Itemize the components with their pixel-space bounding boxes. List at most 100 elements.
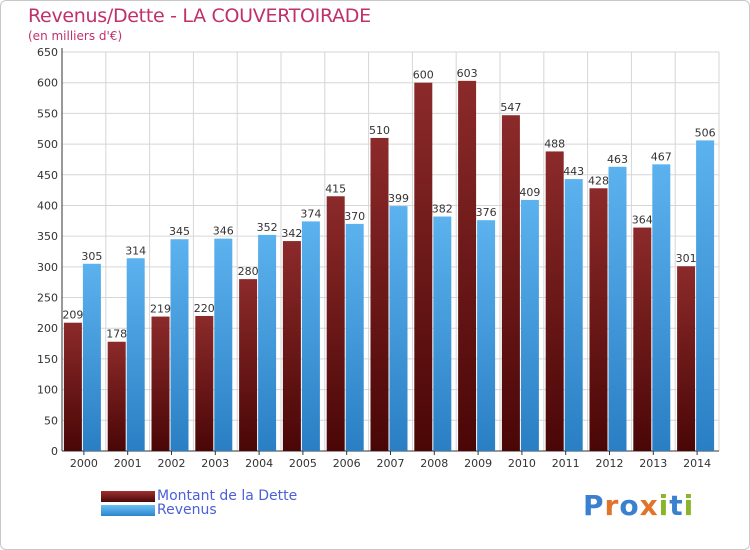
bar-revenus: [126, 258, 145, 451]
data-label-dette: 301: [676, 252, 697, 265]
data-label-dette: 280: [238, 265, 259, 278]
bar-revenus: [477, 220, 496, 451]
data-label-dette: 415: [325, 182, 346, 195]
data-label-revenus: 374: [300, 207, 321, 220]
bar-revenus: [170, 239, 189, 451]
x-tick-label: 2013: [639, 457, 667, 470]
bar-dette: [151, 316, 170, 451]
bar-dette: [501, 115, 520, 452]
data-label-revenus: 370: [344, 210, 365, 223]
proxiti-logo: Proxiti: [583, 489, 694, 522]
legend-swatch-revenus: [101, 504, 155, 516]
x-tick-label: 2014: [683, 457, 711, 470]
bar-revenus: [214, 238, 233, 451]
bar-dette: [239, 279, 258, 451]
y-tick-label: 350: [37, 230, 58, 243]
x-tick-label: 2008: [420, 457, 448, 470]
data-label-dette: 219: [150, 303, 171, 316]
bar-dette: [63, 322, 82, 451]
logo-letter: P: [583, 489, 605, 522]
data-label-revenus: 352: [257, 221, 278, 234]
x-tick-label: 2012: [596, 457, 624, 470]
x-tick-label: 2004: [245, 457, 273, 470]
x-tick-label: 2005: [289, 457, 317, 470]
data-label-dette: 364: [632, 214, 653, 227]
data-label-dette: 209: [62, 309, 83, 322]
data-label-revenus: 376: [476, 206, 497, 219]
bar-revenus: [520, 199, 539, 451]
x-tick-label: 2007: [377, 457, 405, 470]
legend-label-dette: Montant de la Dette: [157, 488, 298, 504]
data-label-dette: 220: [194, 302, 215, 315]
x-tick-label: 2003: [201, 457, 229, 470]
x-tick-label: 2002: [158, 457, 186, 470]
bar-revenus: [82, 263, 101, 451]
data-label-dette: 488: [544, 137, 565, 150]
legend-item-revenus: Revenus: [101, 502, 217, 518]
x-tick-label: 2000: [70, 457, 98, 470]
data-label-dette: 342: [281, 227, 302, 240]
data-label-dette: 510: [369, 124, 390, 137]
data-label-dette: 600: [413, 69, 434, 82]
y-tick-label: 150: [37, 353, 58, 366]
bar-dette: [458, 80, 477, 451]
bar-dette: [107, 341, 126, 451]
y-tick-label: 0: [51, 445, 58, 458]
logo-letter: r: [604, 489, 620, 522]
legend-swatch-dette: [101, 490, 155, 502]
bar-dette: [282, 241, 301, 451]
data-label-revenus: 463: [607, 153, 628, 166]
data-label-dette: 178: [106, 328, 127, 341]
bar-dette: [677, 266, 696, 451]
logo-letter: x: [639, 489, 659, 522]
logo-letter: o: [619, 489, 640, 522]
bar-dette: [545, 151, 564, 452]
legend-label-revenus: Revenus: [157, 502, 217, 518]
y-tick-label: 550: [37, 107, 58, 120]
logo-letter: t: [669, 489, 684, 522]
x-tick-label: 2001: [114, 457, 142, 470]
bar-revenus: [608, 166, 627, 451]
legend-item-dette: Montant de la Dette: [101, 488, 297, 504]
data-label-dette: 547: [500, 101, 521, 114]
y-tick-label: 400: [37, 199, 58, 212]
data-label-revenus: 399: [388, 192, 409, 205]
data-label-revenus: 382: [432, 203, 453, 216]
bar-revenus: [301, 221, 320, 451]
bar-dette: [633, 227, 652, 451]
bar-dette: [370, 137, 389, 451]
bar-revenus: [345, 223, 364, 451]
x-tick-label: 2006: [333, 457, 361, 470]
y-tick-label: 500: [37, 138, 58, 151]
chart-title: Revenus/Dette - LA COUVERTOIRADE: [28, 5, 371, 27]
bar-revenus: [258, 234, 277, 451]
x-tick-label: 2011: [552, 457, 580, 470]
data-label-dette: 428: [588, 174, 609, 187]
data-label-revenus: 409: [519, 186, 540, 199]
bar-revenus: [564, 179, 583, 451]
x-tick-label: 2009: [464, 457, 492, 470]
data-label-revenus: 346: [213, 225, 234, 238]
data-label-revenus: 345: [169, 225, 190, 238]
logo-letter: i: [683, 489, 695, 522]
chart-subtitle: (en milliers d'€): [28, 29, 123, 43]
y-tick-label: 100: [37, 384, 58, 397]
y-tick-label: 250: [37, 292, 58, 305]
data-label-dette: 603: [457, 67, 478, 80]
logo-letter: i: [658, 489, 670, 522]
bar-revenus: [696, 140, 715, 451]
y-tick-label: 600: [37, 77, 58, 90]
bar-revenus: [652, 164, 671, 451]
bar-dette: [589, 188, 608, 451]
data-label-revenus: 305: [81, 250, 102, 263]
y-tick-label: 650: [37, 46, 58, 59]
x-tick-label: 2010: [508, 457, 536, 470]
y-tick-label: 50: [44, 414, 58, 427]
y-tick-label: 450: [37, 169, 58, 182]
data-label-revenus: 467: [651, 150, 672, 163]
data-label-revenus: 506: [695, 126, 716, 139]
y-tick-label: 300: [37, 261, 58, 274]
data-label-revenus: 314: [125, 244, 146, 257]
